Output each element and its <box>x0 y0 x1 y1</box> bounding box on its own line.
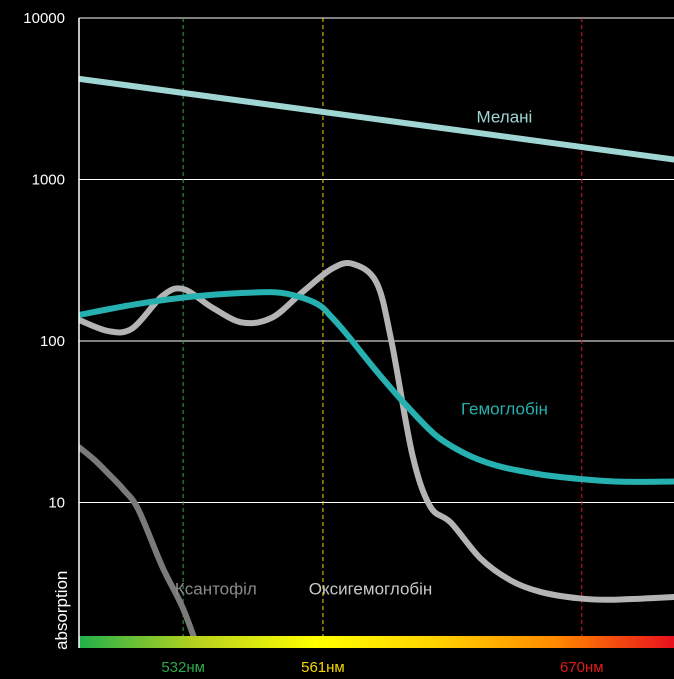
series-label-2: Оксигемоглобін <box>309 579 433 598</box>
series-line-3 <box>79 444 199 642</box>
y-tick-label: 10000 <box>23 10 65 27</box>
series-label-0: Мелані <box>477 108 533 127</box>
wavelength-markers <box>182 18 583 636</box>
series-line-0 <box>79 75 674 163</box>
y-tick-label: 1000 <box>32 172 65 189</box>
wavelength-labels: 532нм 561нм 670нм <box>161 659 603 676</box>
series-label-1: Гемоглобін <box>461 400 548 419</box>
series-labels: Мелані Гемоглобін Оксигемоглобін Ксантофіл <box>175 108 548 599</box>
wavelength-label-0: 532нм <box>161 659 205 676</box>
y-axis-label: absorption <box>52 571 71 650</box>
y-tick-label: 10 <box>48 495 65 512</box>
series-line-2 <box>79 260 674 603</box>
series-label-3: Ксантофіл <box>175 579 257 598</box>
wavelength-label-1: 561нм <box>301 659 345 676</box>
grid-lines <box>79 17 674 503</box>
series-lines <box>79 75 674 642</box>
wavelength-label-2: 670нм <box>560 659 604 676</box>
y-tick-labels: 10 100 1000 10000 <box>23 10 65 512</box>
y-tick-label: 100 <box>40 333 65 350</box>
series-line-1 <box>79 289 674 485</box>
spectrum-bar <box>79 636 674 648</box>
